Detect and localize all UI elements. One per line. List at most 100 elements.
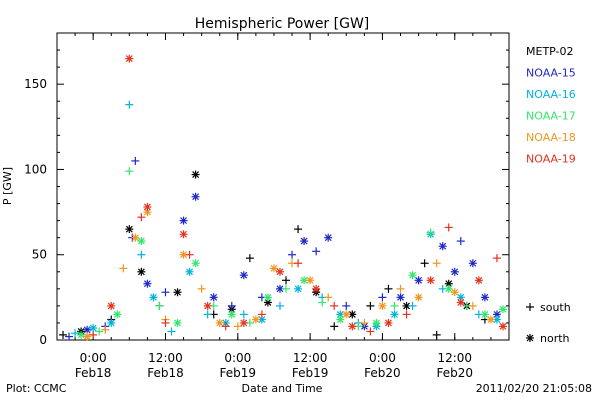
south-point (492, 254, 501, 263)
x-axis-label: Date and Time (242, 382, 323, 395)
south-point (161, 288, 170, 297)
south-point (245, 254, 254, 263)
south-point (131, 156, 140, 165)
north-point (275, 267, 284, 276)
marker-legend-label: south (540, 301, 571, 314)
x-tick-time: 0:00 (369, 351, 396, 365)
y-tick-label: 150 (24, 77, 47, 91)
north-point (414, 293, 423, 302)
north-point (77, 330, 86, 339)
north-point (390, 310, 399, 319)
north-point (300, 237, 309, 246)
south-point (366, 327, 375, 336)
south-point (330, 301, 339, 310)
plot-frame (56, 32, 510, 341)
south-point (324, 293, 333, 302)
south-point (282, 276, 291, 285)
footer-timestamp: 2011/02/20 21:05:08 (476, 382, 592, 395)
south-marker-icon (526, 303, 534, 311)
north-point (137, 237, 146, 246)
south-point (101, 325, 110, 334)
south-point (185, 250, 194, 259)
north-point (456, 293, 465, 302)
south-point (125, 167, 134, 176)
north-point (143, 202, 152, 211)
south-point (119, 264, 128, 273)
south-point (294, 225, 303, 234)
south-point (288, 250, 297, 259)
north-point (474, 276, 483, 285)
y-tick-label: 50 (32, 248, 47, 262)
series-noaa-19 (89, 54, 507, 339)
north-point (378, 301, 387, 310)
north-point (191, 192, 200, 201)
south-point (275, 301, 284, 310)
x-tick-time: 12:00 (293, 351, 328, 365)
north-point (143, 208, 152, 217)
x-tick-time: 0:00 (224, 351, 251, 365)
north-point (179, 250, 188, 259)
north-point (83, 325, 92, 334)
y-tick-label: 0 (39, 333, 47, 347)
north-point (125, 225, 134, 234)
south-point (456, 237, 465, 246)
south-point (432, 330, 441, 339)
north-point (173, 318, 182, 327)
south-point (197, 284, 206, 293)
chart-title: Hemispheric Power [GW] (195, 16, 370, 32)
south-point (282, 284, 291, 293)
south-point (203, 310, 212, 319)
legend-item: METP-02 (526, 45, 574, 58)
south-point (95, 327, 104, 336)
south-point (65, 332, 74, 341)
north-point (227, 310, 236, 319)
north-point (173, 288, 182, 297)
north-point (324, 233, 333, 242)
south-point (155, 301, 164, 310)
x-tick-date: Feb19 (292, 366, 329, 380)
north-point (137, 267, 146, 276)
north-point (263, 293, 272, 302)
south-point (257, 310, 266, 319)
series-metp-02 (59, 170, 489, 339)
north-point (456, 298, 465, 307)
south-point (71, 329, 80, 338)
north-point (306, 276, 315, 285)
north-point (372, 318, 381, 327)
south-point (318, 298, 327, 307)
north-point (396, 293, 405, 302)
north-point (450, 288, 459, 297)
x-tick-time: 12:00 (148, 351, 183, 365)
series-noaa-17 (77, 167, 507, 339)
series-noaa-18 (83, 208, 495, 341)
south-point (137, 250, 146, 259)
north-point (348, 322, 357, 331)
x-tick-date: Feb19 (220, 366, 257, 380)
south-point (390, 301, 399, 310)
south-point (468, 301, 477, 310)
north-point (143, 279, 152, 288)
north-point (251, 315, 260, 324)
south-point (342, 301, 351, 310)
south-point (378, 293, 387, 302)
x-axis: 0:00Feb1812:00Feb180:00Feb1912:00Feb190:… (56, 33, 510, 380)
north-point (191, 259, 200, 268)
north-point (384, 318, 393, 327)
north-point (209, 293, 218, 302)
north-point (408, 271, 417, 280)
y-tick-label: 100 (24, 162, 47, 176)
x-tick-date: Feb20 (437, 366, 474, 380)
south-point (227, 301, 236, 310)
data-points (59, 54, 507, 341)
north-point (492, 315, 501, 324)
north-point (480, 310, 489, 319)
south-point (167, 327, 176, 336)
north-point (191, 170, 200, 179)
north-point (444, 279, 453, 288)
footer-plot-credit: Plot: CCMC (6, 382, 67, 395)
marker-legend: south north (526, 301, 571, 345)
north-point (83, 332, 92, 341)
south-point (137, 213, 146, 222)
north-point (486, 315, 495, 324)
legend-item: NOAA-17 (526, 110, 576, 123)
